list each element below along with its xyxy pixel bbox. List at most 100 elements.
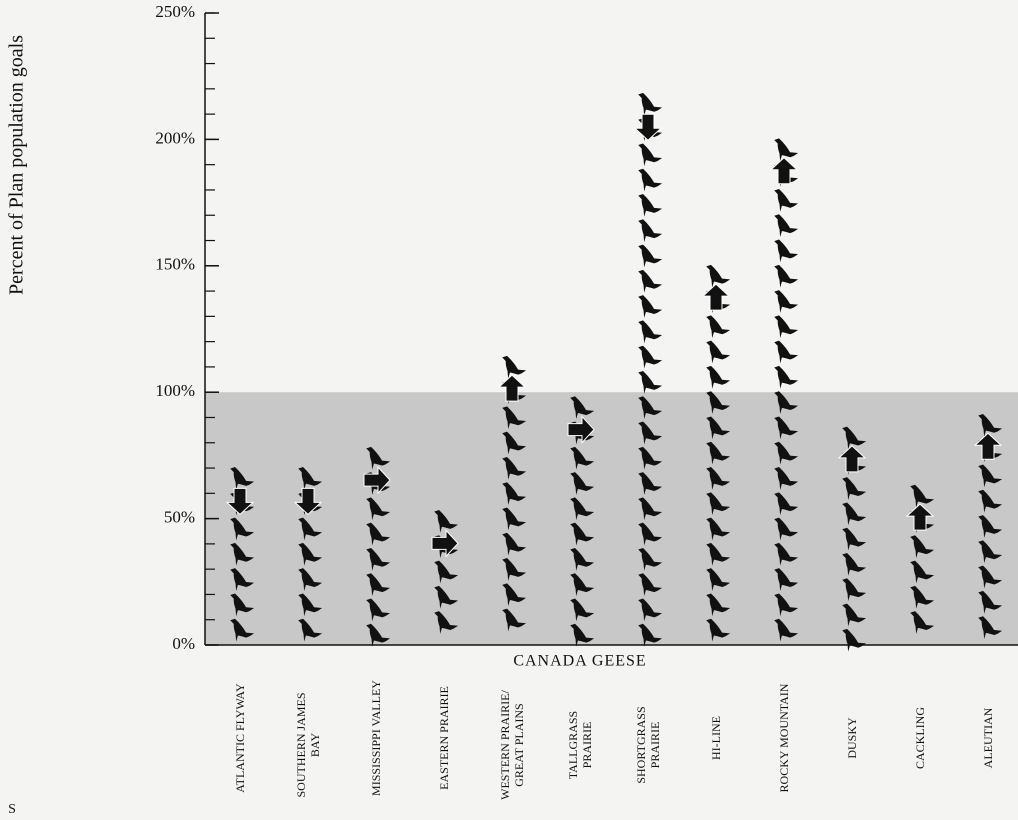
goose-icon — [638, 497, 663, 521]
trend-arrow — [293, 487, 323, 516]
goose-icon — [638, 244, 663, 268]
goose-icon — [706, 416, 731, 440]
goose-icon — [638, 623, 663, 647]
goose-icon — [638, 269, 663, 293]
goose-icon — [638, 396, 663, 420]
goose-icon — [502, 355, 527, 379]
goose-icon — [774, 391, 799, 414]
y-tick-label: 50% — [164, 508, 195, 527]
trend-arrow — [769, 157, 799, 185]
goose-icon — [706, 467, 731, 490]
goose-icon — [570, 497, 595, 521]
goose-icon — [774, 492, 799, 516]
goose-icon — [910, 560, 935, 584]
goose-icon — [774, 138, 799, 162]
y-axis-label: Percent of Plan population goals — [6, 35, 28, 295]
x-tick-label: MISSISSIPPI VALLEY — [369, 680, 383, 796]
goose-icon — [774, 416, 799, 440]
trend-arrow — [905, 503, 935, 531]
trend-arrow — [973, 432, 1003, 460]
goose-icon — [842, 578, 867, 602]
goose-icon — [298, 517, 323, 541]
goose-icon — [910, 585, 935, 609]
goose-icon — [978, 489, 1003, 513]
goose-column — [706, 264, 731, 642]
goose-icon — [774, 264, 799, 288]
x-tick-label: ROCKY MOUNTAIN — [777, 683, 791, 793]
trend-arrow — [837, 445, 867, 473]
goose-icon — [298, 467, 323, 490]
x-tick-label: CACKLING — [913, 707, 927, 769]
goose-icon — [638, 421, 663, 445]
goose-icon — [774, 542, 799, 566]
y-tick-label: 100% — [155, 381, 195, 400]
goose-icon — [842, 603, 867, 627]
trend-arrow — [701, 283, 731, 311]
goose-icon — [570, 472, 595, 495]
goose-icon — [774, 441, 799, 465]
goose-icon — [502, 431, 527, 455]
goose-icon — [366, 522, 391, 546]
goose-icon — [842, 502, 867, 526]
goose-icon — [774, 340, 799, 364]
goose-icon — [366, 623, 391, 647]
x-tick-label: WESTERN PRAIRIE/ GREAT PLAINS — [498, 690, 526, 800]
goose-icon — [978, 464, 1003, 488]
goose-icon — [502, 482, 527, 505]
goose-icon — [638, 194, 663, 217]
goose-icon — [842, 426, 867, 450]
goose-column — [638, 92, 663, 647]
goose-icon — [774, 517, 799, 541]
goose-icon — [706, 264, 731, 288]
goose-icon — [774, 618, 799, 642]
goose-icon — [842, 628, 867, 652]
goose-icon — [502, 558, 527, 581]
goose-icon — [638, 547, 663, 571]
goose-icon — [570, 598, 595, 622]
goose-icon — [502, 507, 527, 531]
goose-icon — [706, 568, 731, 591]
goose-icon — [502, 583, 527, 607]
goose-icon — [706, 391, 731, 414]
goose-icon — [434, 560, 459, 584]
x-tick-label: DUSKY — [845, 717, 859, 759]
goose-column — [366, 446, 391, 647]
y-tick-label: 250% — [155, 2, 195, 21]
goose-icon — [230, 467, 255, 490]
goose-icon — [366, 497, 391, 521]
goose-icon — [366, 547, 391, 571]
goose-icon — [570, 522, 595, 546]
goose-icon — [502, 532, 527, 556]
goose-icon — [638, 219, 663, 243]
goose-icon — [638, 168, 663, 192]
goose-icon — [638, 92, 663, 116]
goose-icon — [774, 365, 799, 389]
goose-icon — [366, 598, 391, 622]
goose-icon — [434, 585, 459, 609]
goose-icon — [570, 547, 595, 571]
goose-column — [570, 396, 595, 647]
goose-icon — [774, 315, 799, 339]
shaded-region — [205, 392, 1018, 645]
goose-icon — [230, 568, 255, 591]
goose-icon — [774, 568, 799, 591]
goose-icon — [978, 540, 1003, 564]
goose-icon — [774, 467, 799, 490]
trend-arrow — [225, 487, 255, 516]
goose-icon — [434, 611, 459, 634]
goose-icon — [706, 593, 731, 617]
goose-column — [502, 355, 527, 632]
goose-icon — [706, 441, 731, 465]
goose-icon — [706, 340, 731, 364]
goose-icon — [842, 527, 867, 551]
goose-icon — [774, 188, 799, 212]
goose-icon — [774, 290, 799, 313]
x-tick-label: TALLGRASS PRAIRIE — [566, 710, 594, 780]
corner-text: S — [8, 802, 16, 817]
trend-arrow — [431, 529, 459, 558]
goose-icon — [570, 623, 595, 647]
trend-arrow — [497, 374, 527, 402]
goose-icon — [230, 517, 255, 541]
goose-icon — [910, 535, 935, 559]
goose-icon — [638, 295, 663, 318]
